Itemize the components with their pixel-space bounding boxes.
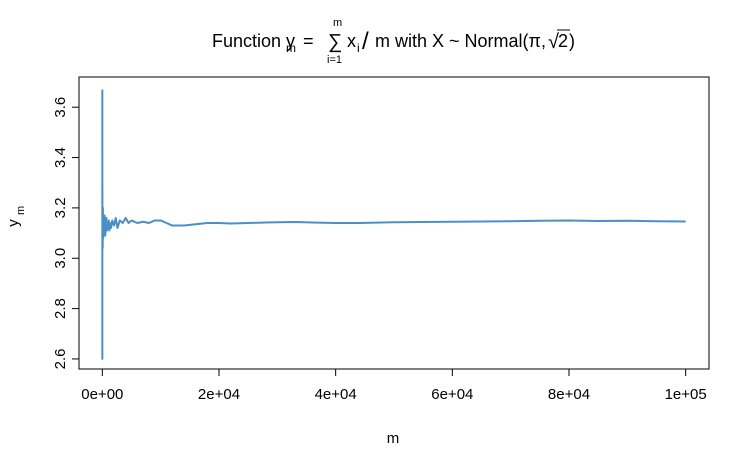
x-axis: 0e+00 2e+04 4e+04 6e+04 8e+04 1e+05	[81, 368, 707, 403]
x-axis-label: m	[387, 430, 400, 447]
title-suffix: )	[569, 31, 575, 51]
title-slash: /	[362, 28, 369, 55]
x-tick-label: 2e+04	[198, 386, 240, 403]
title-middle: m with X ~ Normal(π,	[375, 31, 546, 51]
x-tick-label: 8e+04	[548, 386, 590, 403]
title-term-sub: i	[357, 41, 360, 55]
title-sum-symbol: ∑	[328, 31, 342, 53]
title-sqrt-symbol: √	[548, 31, 559, 53]
x-tick-label: 0e+00	[81, 386, 123, 403]
title-sum-bottom: i=1	[327, 54, 342, 66]
y-tick-label: 3.6	[52, 97, 69, 118]
title-sum-top: m	[333, 17, 342, 29]
x-tick-label: 1e+05	[665, 386, 707, 403]
title-term: x	[347, 31, 356, 51]
y-axis-label: y m	[5, 206, 27, 227]
y-axis: 2.6 2.8 3.0 3.2 3.4 3.6	[52, 97, 80, 370]
chart-title: Function y m = m ∑ i=1 x i / m with X ~ …	[212, 17, 575, 66]
y-tick-label: 2.8	[52, 298, 69, 319]
y-tick-label: 3.0	[52, 248, 69, 269]
title-prefix-sub: m	[286, 41, 296, 55]
title-equals: =	[303, 31, 314, 51]
y-axis-label-main: y	[5, 219, 22, 227]
y-tick-label: 3.2	[52, 197, 69, 218]
x-tick-label: 6e+04	[431, 386, 473, 403]
title-prefix: Function y	[212, 31, 295, 51]
title-sqrt-arg: 2	[558, 31, 568, 51]
y-tick-label: 3.4	[52, 147, 69, 168]
series-line	[101, 89, 686, 360]
y-tick-label: 2.6	[52, 349, 69, 370]
x-tick-label: 4e+04	[315, 386, 357, 403]
y-axis-label-sub: m	[15, 206, 27, 215]
